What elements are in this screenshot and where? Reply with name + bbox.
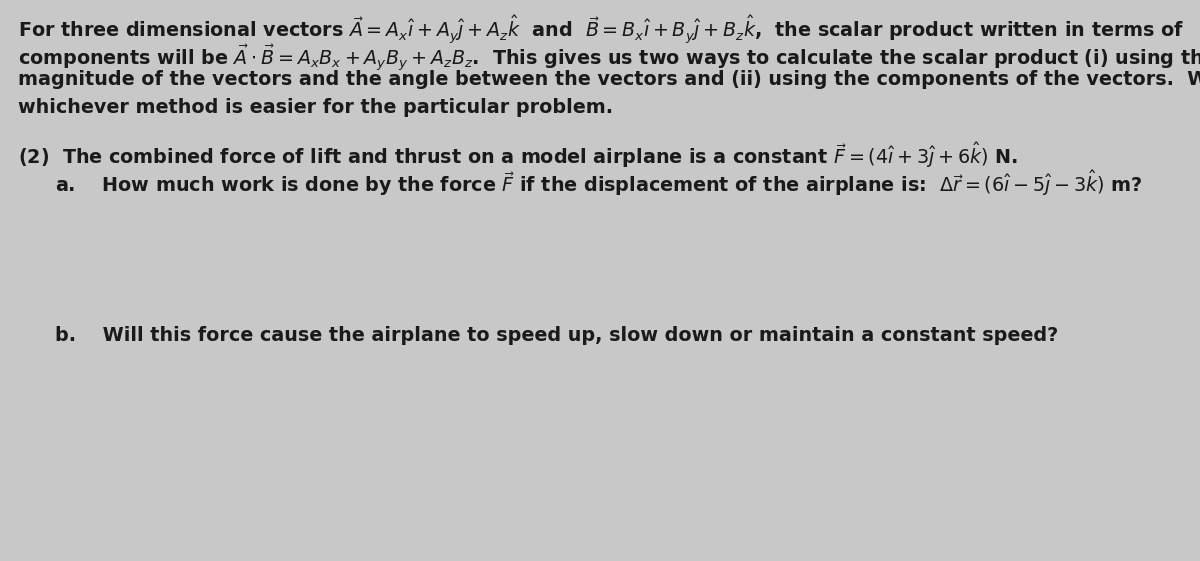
Text: b.    Will this force cause the airplane to speed up, slow down or maintain a co: b. Will this force cause the airplane to… [55,326,1058,345]
Text: a.    How much work is done by the force $\vec{F}$ if the displacement of the ai: a. How much work is done by the force $\… [55,168,1142,198]
Text: (2)  The combined force of lift and thrust on a model airplane is a constant $\v: (2) The combined force of lift and thrus… [18,140,1018,170]
Text: magnitude of the vectors and the angle between the vectors and (ii) using the co: magnitude of the vectors and the angle b… [18,70,1200,89]
Text: components will be $\vec{A} \cdot \vec{B} = A_xB_x + A_yB_y + A_zB_z$.  This giv: components will be $\vec{A} \cdot \vec{B… [18,42,1200,73]
Text: whichever method is easier for the particular problem.: whichever method is easier for the parti… [18,98,613,117]
Text: For three dimensional vectors $\vec{A} = A_x\hat{\imath} + A_y\hat{\jmath} + A_z: For three dimensional vectors $\vec{A} =… [18,14,1184,47]
